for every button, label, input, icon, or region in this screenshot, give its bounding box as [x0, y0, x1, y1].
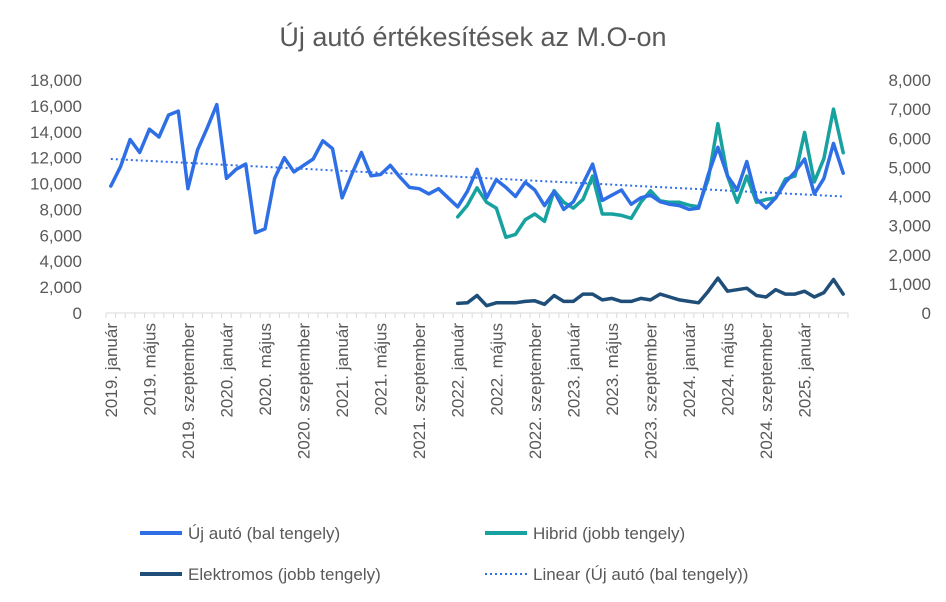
x-tick-label: 2023. január [564, 323, 583, 418]
right-tick-label: 4,000 [888, 188, 931, 207]
legend: Új autó (bal tengely) Hibrid (jobb tenge… [140, 524, 748, 584]
x-tick-label: 2020. január [217, 323, 236, 418]
left-tick-label: 12,000 [30, 149, 82, 168]
right-tick-label: 6,000 [888, 129, 931, 148]
legend-label-uj-auto: Új autó (bal tengely) [188, 524, 340, 543]
left-tick-label: 16,000 [30, 97, 82, 116]
x-tick-label: 2024. január [680, 323, 699, 418]
x-tick-label: 2021. január [333, 323, 352, 418]
x-tick-label: 2019. január [102, 323, 121, 418]
legend-label-elektromos: Elektromos (jobb tengely) [188, 565, 381, 584]
x-axis-labels: 2019. január 2019. május 2019. szeptember 2… [102, 313, 849, 459]
right-tick-label: 8,000 [888, 71, 931, 90]
series-line-elektromos [455, 276, 845, 308]
x-tick-label: 2023. május [603, 323, 622, 416]
series-line-hibrid [455, 107, 845, 240]
left-tick-label: 18,000 [30, 71, 82, 90]
left-axis-ticks: 0 2,000 4,000 6,000 8,000 10,000 12,000 14,000 1… [30, 71, 82, 323]
x-tick-label: 2024. május [719, 323, 738, 416]
x-tick-label: 2023. szeptember [641, 323, 660, 459]
series-layer [109, 102, 845, 308]
legend-label-hibrid: Hibrid (jobb tengely) [533, 524, 685, 543]
x-tick-label: 2024. szeptember [757, 323, 776, 459]
x-tick-label: 2019. szeptember [179, 323, 198, 459]
x-tick-label: 2019. május [140, 323, 159, 416]
right-tick-label: 2,000 [888, 246, 931, 265]
x-tick-label: 2021. szeptember [410, 323, 429, 459]
left-tick-label: 6,000 [39, 226, 82, 245]
right-axis-ticks: 0 1,000 2,000 3,000 4,000 5,000 6,000 7,000 8,00… [888, 71, 931, 323]
legend-label-linear: Linear (Új autó (bal tengely)) [533, 565, 748, 584]
series-line-uj-auto [109, 102, 845, 235]
x-tick-label: 2020. szeptember [295, 323, 314, 459]
x-tick-label: 2022. január [449, 323, 468, 418]
x-tick-label: 2021. május [372, 323, 391, 416]
left-tick-label: 8,000 [39, 200, 82, 219]
left-tick-label: 2,000 [39, 278, 82, 297]
left-tick-label: 4,000 [39, 252, 82, 271]
x-tick-label: 2025. január [796, 323, 815, 418]
right-tick-label: 1,000 [888, 275, 931, 294]
right-tick-label: 3,000 [888, 217, 931, 236]
right-tick-label: 0 [922, 304, 931, 323]
left-tick-label: 0 [73, 304, 82, 323]
chart-title: Új autó értékesítések az M.O-on [279, 21, 666, 52]
right-tick-label: 7,000 [888, 100, 931, 119]
left-tick-label: 14,000 [30, 123, 82, 142]
x-tick-label: 2022. május [487, 323, 506, 416]
x-tick-label: 2020. május [256, 323, 275, 416]
series-linear-trend [110, 157, 844, 198]
left-tick-label: 10,000 [30, 175, 82, 194]
right-tick-label: 5,000 [888, 158, 931, 177]
x-tick-label: 2022. szeptember [526, 323, 545, 459]
